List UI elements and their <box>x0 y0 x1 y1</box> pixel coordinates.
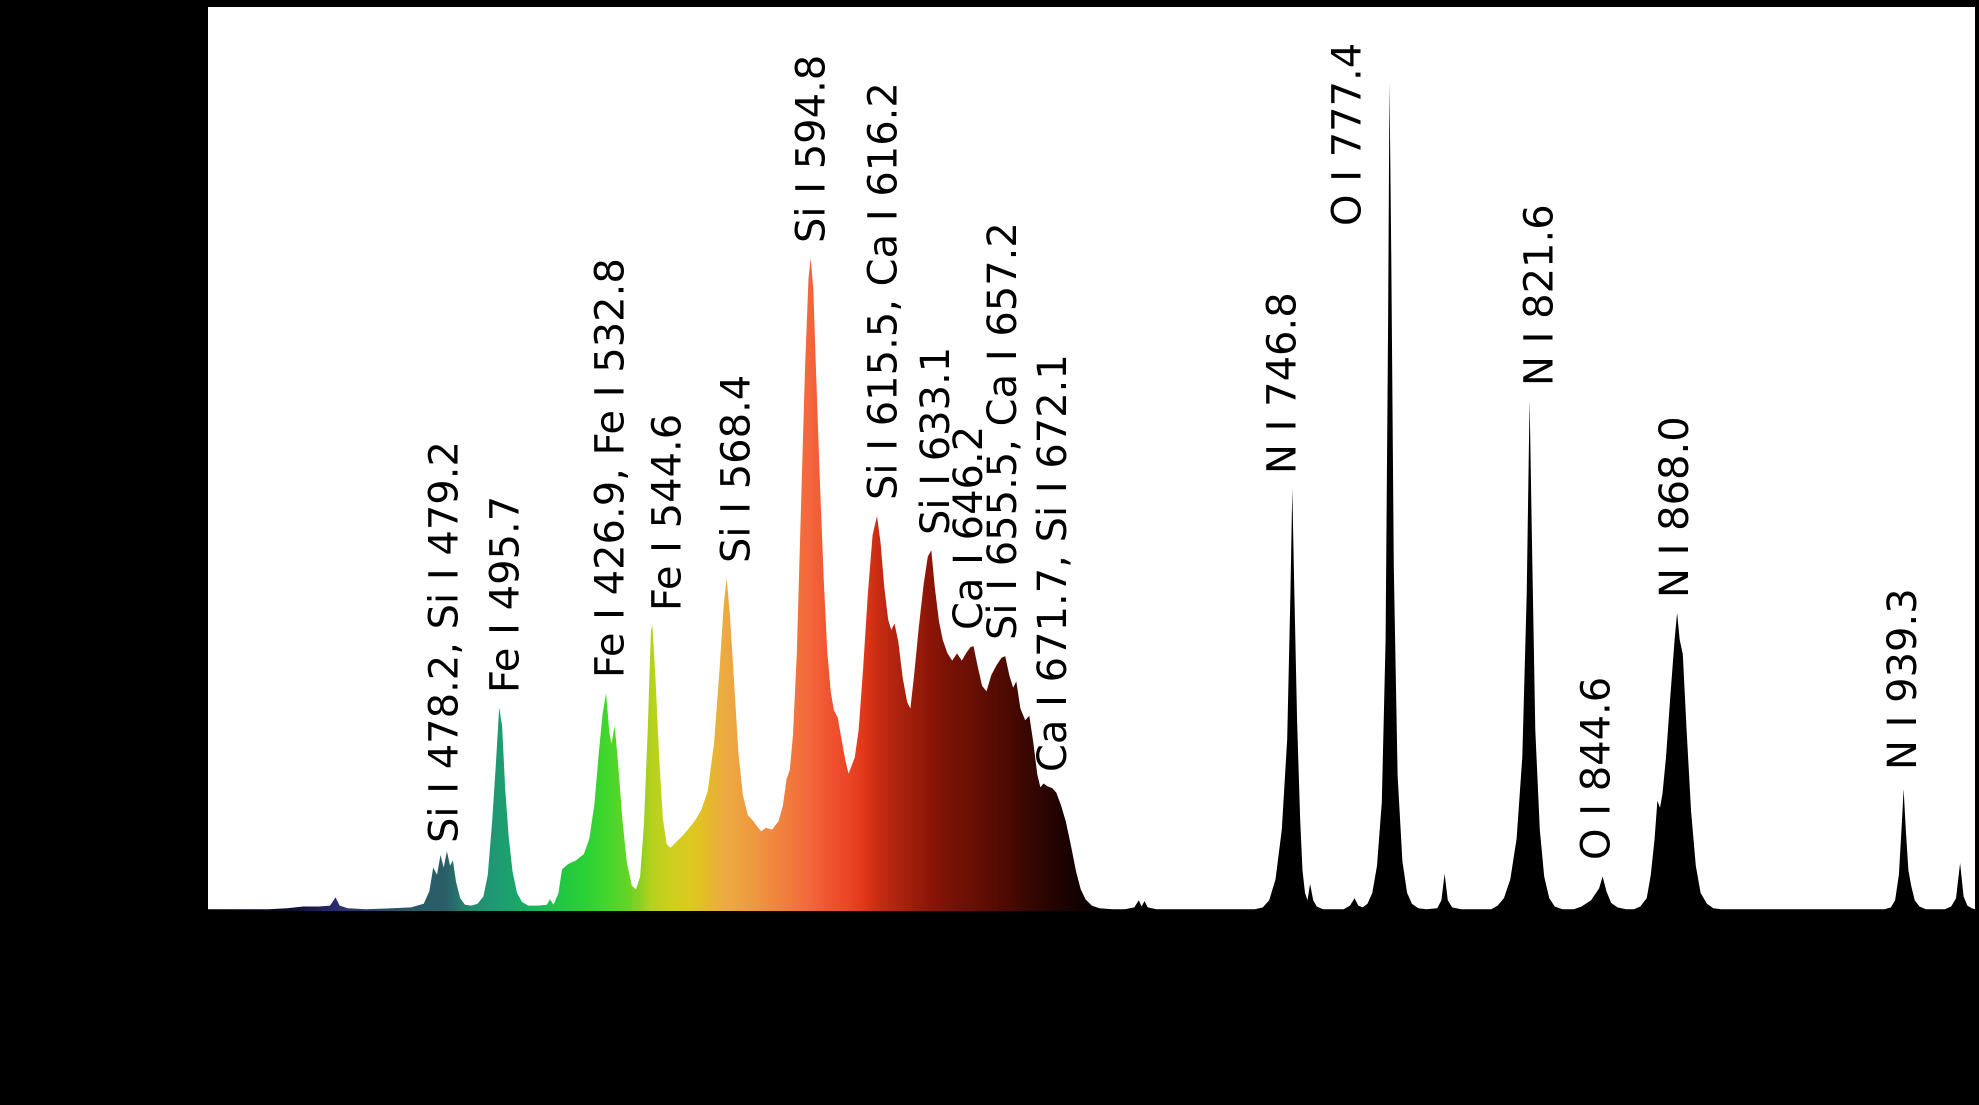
peak-label: Si I 615.5, Ca I 616.2 <box>860 82 906 500</box>
peak-label: Si I 568.4 <box>713 375 759 563</box>
peak-label: Si I 478.2, Si I 479.2 <box>421 441 467 843</box>
peak-label: Ca I 646.2 <box>946 426 992 630</box>
peak-label: Fe I 426.9, Fe I 532.8 <box>587 258 633 678</box>
peak-labels: Si I 478.2, Si I 479.2 Fe I 495.7 Fe I 426… <box>421 43 1926 860</box>
peak-label: Fe I 495.7 <box>483 496 529 693</box>
peak-label: N I 746.8 <box>1259 292 1305 474</box>
peak-label: O I 777.4 <box>1324 43 1370 226</box>
peak-label: N I 939.3 <box>1880 588 1926 770</box>
peak-label: O I 844.6 <box>1574 677 1620 860</box>
peak-label: Fe I 544.6 <box>644 414 690 611</box>
spectrum-curve <box>208 82 1975 911</box>
peak-label: Si I 633.1 <box>913 347 959 535</box>
peak-label: Si I 594.8 <box>789 55 835 243</box>
peak-label: N I 821.6 <box>1517 204 1563 386</box>
peak-label: Ca I 671.7, Si I 672.1 <box>1030 354 1076 772</box>
plot-area <box>208 7 1975 911</box>
peak-label: N I 868.0 <box>1652 416 1698 598</box>
peak-label: Si I 655.5, Ca I 657.2 <box>980 222 1026 640</box>
